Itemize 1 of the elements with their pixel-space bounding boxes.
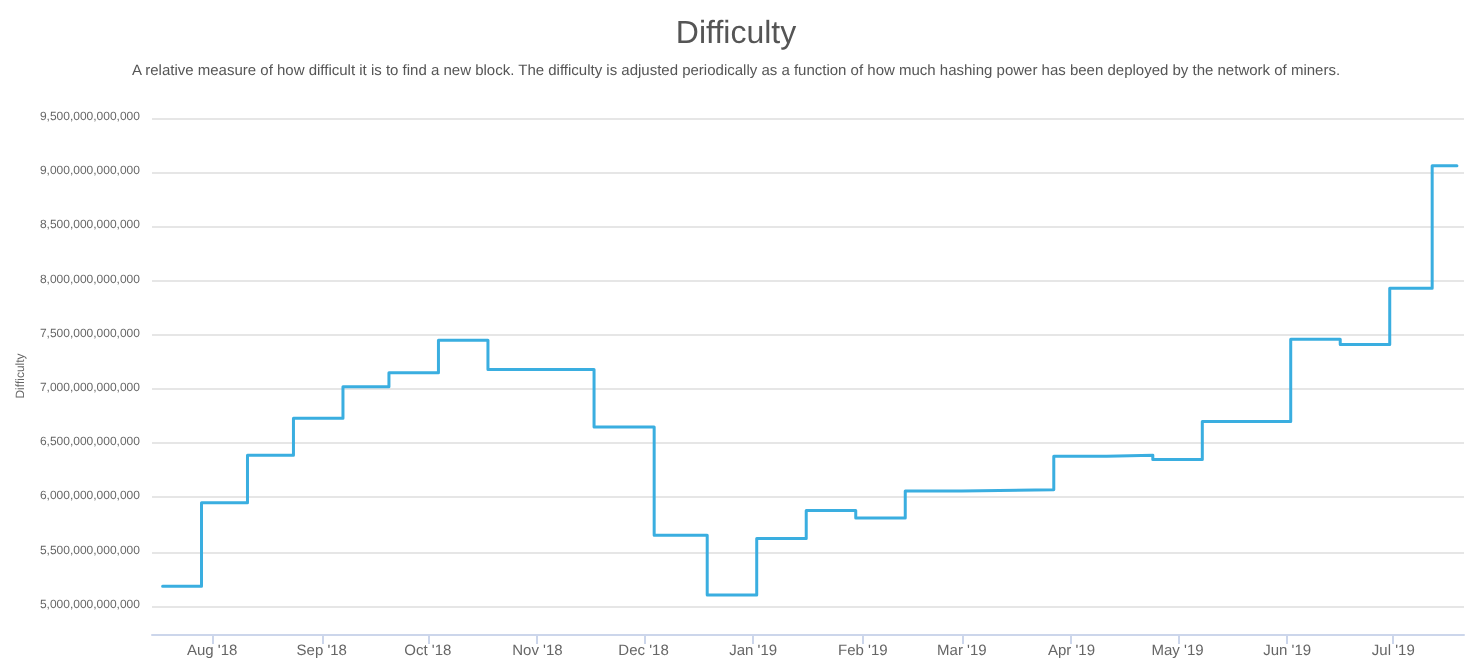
chart-title: Difficulty (675, 17, 797, 51)
